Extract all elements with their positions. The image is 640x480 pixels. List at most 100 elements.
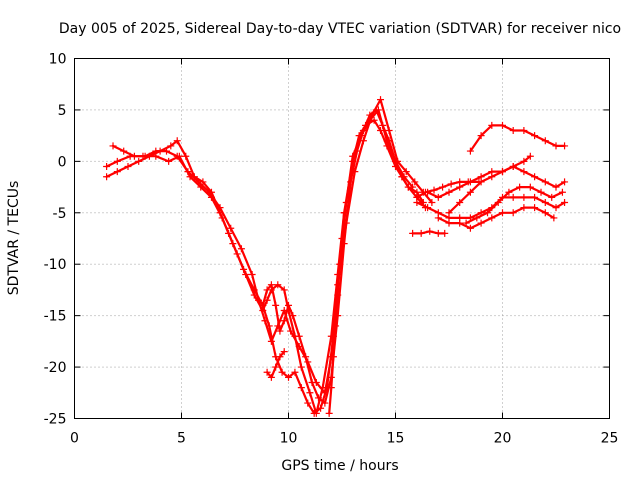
y-tick-label: 5 [58, 103, 67, 119]
data-point [359, 127, 367, 134]
data-point [152, 152, 160, 160]
data-point [272, 301, 280, 309]
data-point [494, 199, 502, 206]
series-line [111, 98, 433, 394]
data-point [499, 168, 506, 176]
data-point [327, 384, 335, 392]
tick-labels: 0 5 10 15 20 25 10 5 0 -5 -10 -15 -20 -25 [44, 52, 619, 447]
data-point [289, 312, 297, 320]
data-point [325, 409, 333, 417]
axis-ticks [74, 58, 610, 419]
x-tick-label: 0 [70, 431, 79, 447]
series-track-j [445, 152, 534, 217]
data-point [531, 193, 539, 201]
data-point [428, 199, 436, 206]
plot-frame [74, 58, 610, 419]
x-tick-label: 25 [601, 431, 619, 447]
data-point [499, 209, 506, 217]
series-line [465, 186, 564, 225]
data-point [466, 188, 474, 196]
data-point [456, 178, 464, 186]
data-point [304, 399, 312, 407]
series-line [328, 211, 346, 415]
data-point [297, 363, 305, 371]
data-point [287, 327, 295, 335]
data-point [197, 183, 205, 191]
data-point [308, 379, 316, 386]
data-point [531, 204, 539, 212]
data-point [278, 368, 286, 376]
y-tick-label: -20 [44, 360, 67, 376]
data-point [109, 142, 117, 150]
data-point [456, 199, 464, 206]
data-point [240, 265, 248, 273]
data-point [505, 188, 513, 196]
data-point [353, 147, 361, 155]
data-point [314, 394, 322, 402]
data-point [473, 214, 481, 222]
data-point [267, 373, 275, 381]
data-point [411, 178, 419, 186]
data-point [441, 229, 449, 237]
data-point [409, 229, 417, 237]
data-point [295, 332, 303, 340]
series-line [426, 165, 566, 199]
data-point [548, 193, 556, 201]
series-line [447, 155, 532, 214]
series-track-i [466, 121, 569, 155]
data-point [424, 204, 432, 212]
data-point [509, 163, 517, 170]
x-tick-label: 10 [280, 431, 298, 447]
data-point [276, 327, 284, 335]
data-point [329, 353, 337, 361]
data-point [302, 353, 310, 361]
x-axis-label: GPS time / hours [281, 458, 398, 474]
data-point [484, 209, 492, 217]
data-point [265, 322, 273, 330]
data-point [379, 121, 387, 129]
series-track-h [462, 183, 566, 227]
data-point [336, 260, 344, 268]
data-point [434, 229, 442, 237]
data-point [499, 121, 506, 129]
data-point [113, 168, 121, 176]
data-point [526, 183, 534, 191]
data-point [227, 224, 235, 232]
series-track-l [413, 178, 483, 201]
data-point [439, 183, 447, 191]
data-point [165, 157, 173, 165]
data-point [537, 188, 545, 196]
data-point [280, 317, 288, 325]
data-point [175, 152, 183, 160]
data-point [561, 199, 569, 206]
data-point [347, 178, 355, 186]
data-point [124, 163, 132, 170]
data-point [509, 193, 517, 201]
data-point [488, 173, 496, 181]
data-point [366, 111, 374, 119]
data-point [541, 137, 549, 145]
y-tick-label: -10 [44, 257, 67, 273]
series-track-g [434, 204, 558, 232]
data-point [276, 353, 284, 361]
x-tick-label: 5 [177, 431, 186, 447]
data-point [531, 173, 539, 181]
data-point [561, 178, 569, 186]
data-point [372, 106, 380, 114]
chart-title: Day 005 of 2025, Sidereal Day-to-day VTE… [59, 21, 621, 37]
data-point [541, 199, 549, 206]
data-point [167, 142, 175, 150]
data-point [558, 188, 566, 196]
x-tick-label: 15 [387, 431, 405, 447]
series-track-k [409, 227, 449, 237]
data-point [552, 183, 560, 191]
data-point [421, 188, 429, 196]
data-point [561, 142, 569, 150]
data-point [218, 214, 226, 222]
data-point [173, 137, 181, 145]
data-point [464, 178, 472, 186]
data-point [445, 219, 453, 227]
data-point [488, 121, 496, 129]
data-point [306, 389, 314, 397]
